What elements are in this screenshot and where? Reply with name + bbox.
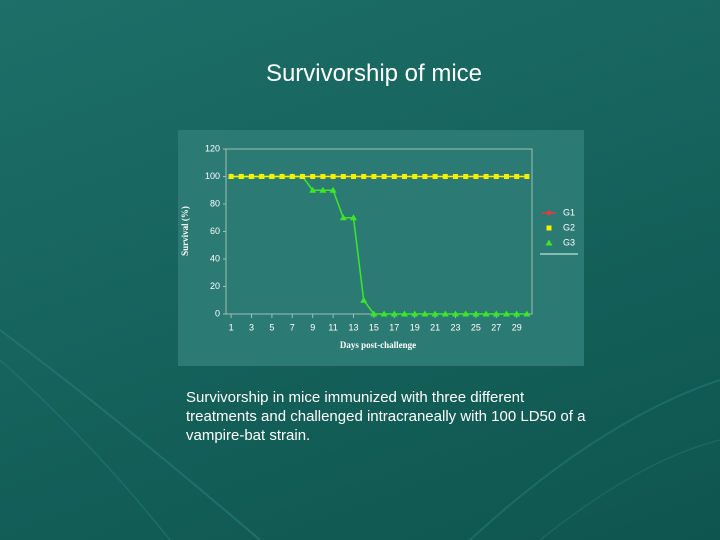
x-tick-label: 25	[471, 322, 481, 332]
marker	[421, 310, 429, 317]
y-tick-label: 0	[215, 308, 220, 318]
marker	[441, 310, 449, 317]
x-tick-label: 13	[348, 322, 358, 332]
x-tick-label: 21	[430, 322, 440, 332]
marker	[329, 186, 337, 193]
legend-label: G3	[563, 237, 575, 247]
legend-label: G1	[563, 207, 575, 217]
marker	[412, 174, 418, 179]
marker	[453, 174, 458, 179]
x-axis-title: Days post-challenge	[340, 340, 416, 350]
marker	[319, 186, 327, 193]
y-tick-label: 100	[205, 171, 220, 181]
legend-label: G2	[563, 222, 575, 232]
marker	[360, 296, 368, 303]
x-tick-label: 23	[450, 322, 460, 332]
marker	[492, 310, 500, 317]
x-tick-label: 3	[249, 322, 254, 332]
y-tick-label: 60	[210, 226, 220, 236]
marker	[300, 174, 305, 179]
marker	[370, 310, 378, 317]
marker	[340, 174, 346, 179]
marker	[339, 214, 347, 221]
marker	[381, 174, 387, 179]
marker	[493, 174, 499, 179]
marker	[503, 310, 510, 317]
marker	[473, 174, 479, 179]
marker	[401, 310, 408, 317]
marker	[422, 174, 428, 179]
marker	[524, 174, 530, 179]
marker	[546, 225, 552, 231]
marker	[228, 174, 234, 179]
marker	[259, 174, 265, 179]
y-axis-title: Survival (%)	[180, 206, 190, 256]
marker	[310, 174, 316, 179]
marker	[546, 210, 552, 216]
x-tick-label: 29	[512, 322, 522, 332]
marker	[523, 310, 531, 317]
y-tick-label: 40	[210, 253, 220, 263]
marker	[350, 214, 357, 221]
marker	[289, 174, 295, 179]
x-tick-label: 9	[310, 322, 315, 332]
marker	[249, 174, 254, 179]
marker	[411, 310, 419, 317]
marker	[351, 174, 356, 179]
marker	[442, 174, 448, 179]
marker	[371, 174, 377, 179]
marker	[320, 174, 326, 179]
marker	[269, 174, 275, 179]
marker	[513, 310, 521, 317]
marker	[463, 174, 469, 179]
marker	[402, 174, 407, 179]
y-tick-label: 20	[210, 281, 220, 291]
marker	[452, 310, 459, 317]
marker	[432, 174, 438, 179]
y-tick-label: 80	[210, 198, 220, 208]
y-tick-label: 120	[205, 143, 220, 153]
marker	[514, 174, 520, 179]
slide-title: Survivorship of mice	[265, 60, 483, 87]
x-tick-label: 19	[410, 322, 420, 332]
marker	[472, 310, 480, 317]
x-tick-label: 15	[369, 322, 379, 332]
marker	[380, 310, 388, 317]
marker	[482, 310, 490, 317]
marker	[504, 174, 509, 179]
x-tick-label: 27	[491, 322, 501, 332]
x-tick-label: 17	[389, 322, 399, 332]
marker	[483, 174, 489, 179]
marker	[545, 239, 553, 246]
x-tick-label: 11	[328, 322, 337, 332]
chart-panel	[178, 130, 584, 366]
caption: Survivorship in mice immunized with thre…	[186, 389, 586, 444]
x-tick-label: 7	[290, 322, 295, 332]
marker	[330, 174, 336, 179]
marker	[361, 174, 367, 179]
marker	[431, 310, 439, 317]
marker	[390, 310, 398, 317]
marker	[238, 174, 244, 179]
x-tick-label: 5	[269, 322, 274, 332]
marker	[391, 174, 397, 179]
x-tick-label: 1	[229, 322, 234, 332]
marker	[462, 310, 470, 317]
marker	[279, 174, 285, 179]
marker	[309, 186, 317, 193]
